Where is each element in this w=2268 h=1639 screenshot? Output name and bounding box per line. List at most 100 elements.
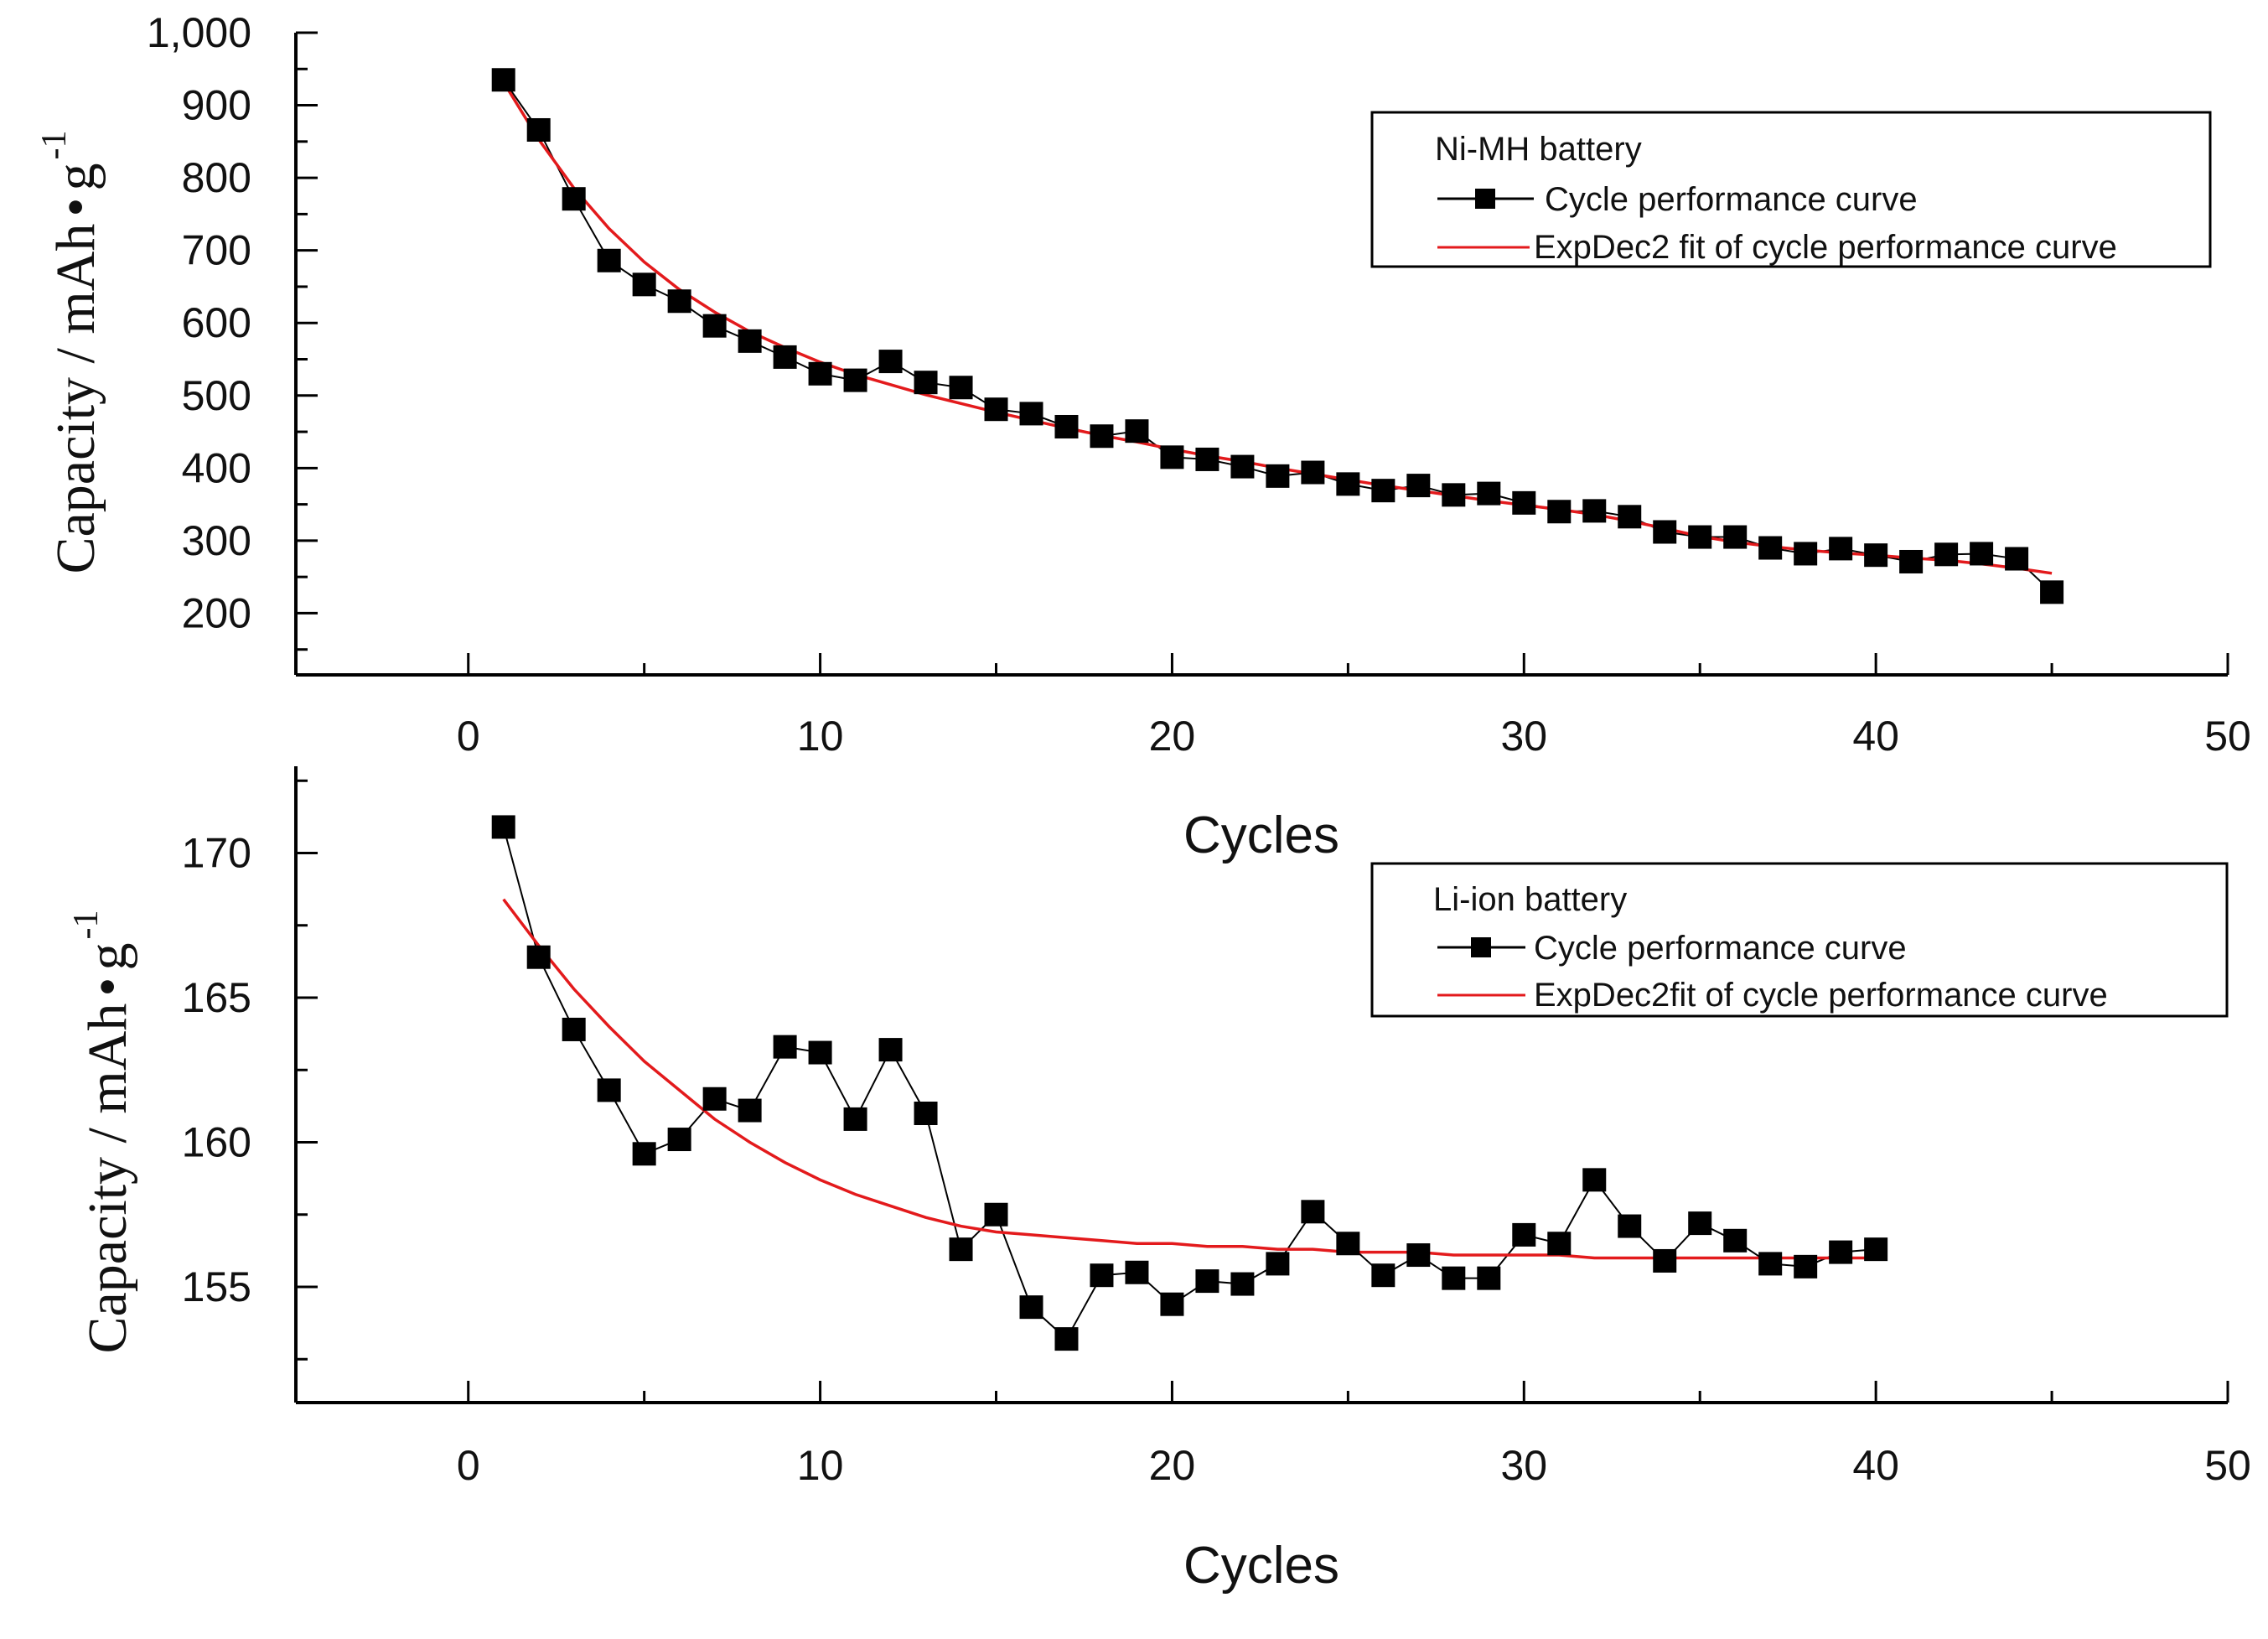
liion-legend-series-label: Cycle performance curve [1534,930,1907,967]
liion-data-point [491,815,515,839]
liion-legend-series-marker [1471,937,1491,957]
nimh-y-tick-label: 1,000 [147,9,251,56]
nimh-data-point [2040,580,2064,604]
nimh-legend-fit-label: ExpDec2 fit of cycle performance curve [1534,229,2117,266]
nimh-data-point [808,361,832,386]
nimh-data-point [1230,454,1255,479]
liion-data-point [1301,1200,1325,1224]
nimh-data-point [1160,445,1184,469]
nimh-data-point [1477,481,1501,506]
liion-data-point [1442,1266,1466,1290]
nimh-data-point [1054,414,1079,438]
liion-data-point [1266,1252,1290,1276]
liion-x-tick-label: 30 [1500,1442,1547,1489]
liion-data-point [773,1035,797,1059]
liion-data-point [1512,1222,1536,1247]
nimh-data-point [667,289,691,314]
liion-data-point [878,1038,903,1062]
liion-y-tick-label: 160 [182,1119,251,1166]
liion-data-point [1653,1248,1677,1273]
nimh-x-tick-label: 0 [457,713,480,760]
liion-data-point [1336,1232,1360,1256]
liion-data-point [1054,1327,1079,1351]
liion-data-point [1829,1240,1853,1264]
nimh-x-tick-label: 10 [797,713,844,760]
nimh-data-point [1794,542,1818,566]
nimh-data-point [1758,536,1783,560]
liion-data-point [1547,1232,1572,1256]
liion-data-point [949,1237,973,1262]
nimh-data-point [773,345,797,369]
nimh-legend-box [1370,111,2212,268]
liion-x-tick-label: 40 [1852,1442,1899,1489]
liion-chart: 0 10 20 30 40 50 155 160 165 170 Cycles Capacity … [67,766,2251,1595]
liion-data-point [1125,1260,1149,1284]
liion-legend-fit-label: ExpDec2fit of cycle performance curve [1534,977,2108,1014]
nimh-y-tick-label: 300 [182,517,251,564]
nimh-data-point [1618,505,1642,529]
nimh-legend: Ni-MH battery Cycle performance curve Ex… [1370,111,2212,268]
nimh-data-point [914,371,938,395]
nimh-y-tick-label: 200 [182,589,251,636]
liion-y-tick-label: 155 [182,1263,251,1310]
liion-x-tick-label: 20 [1149,1442,1196,1489]
nimh-data-point [597,248,621,272]
nimh-y-tick-label: 700 [182,227,251,274]
liion-data-point [1371,1263,1395,1288]
nimh-ticks: 0 10 20 30 40 50 200 300 400 500 600 700 800 900 1,000 [147,9,2251,760]
liion-plot-area [491,815,1888,1351]
liion-fit-curve [502,898,1877,1260]
nimh-y-tick-label: 800 [182,154,251,201]
liion-data-point [526,945,551,969]
nimh-data-point [738,329,762,353]
nimh-y-tick-label: 600 [182,299,251,346]
nimh-y-tick-label: 900 [182,82,251,129]
nimh-data-point [1829,537,1853,561]
nimh-data-point [1125,419,1149,443]
liion-x-tick-label: 10 [797,1442,844,1489]
nimh-x-tick-label: 30 [1500,713,1547,760]
liion-data-point [1758,1252,1783,1276]
nimh-data-point [702,314,727,338]
liion-y-tick-label: 165 [182,974,251,1021]
nimh-data-point [1723,525,1748,549]
nimh-legend-series-label: Cycle performance curve [1545,181,1918,218]
liion-legend: Li-ion battery Cycle performance curve E… [1370,862,2229,1018]
liion-data-point [1864,1237,1888,1262]
nimh-data-point [562,187,586,211]
nimh-y-axis-title: Capacity / mAh•g-1 [35,130,106,573]
liion-x-tick-label: 0 [457,1442,480,1489]
liion-data-point [1090,1263,1114,1288]
nimh-data-point [2005,547,2029,571]
liion-y-tick-label: 170 [182,830,251,877]
nimh-chart: 0 10 20 30 40 50 200 300 400 500 600 700 800 900 1,000… [35,9,2251,864]
nimh-data-point [1090,424,1114,449]
liion-data-point [702,1087,727,1111]
nimh-data-point [1899,549,1924,573]
liion-data-point [597,1078,621,1102]
nimh-data-point [1266,464,1290,488]
nimh-data-point [1406,474,1431,498]
liion-data-point [1582,1168,1607,1192]
liion-data-point [1794,1254,1818,1279]
liion-data-point [1723,1228,1748,1253]
liion-data-point [1406,1243,1431,1268]
nimh-data-point [1371,479,1395,503]
liion-data-point [914,1102,938,1125]
nimh-x-tick-label: 50 [2204,713,2251,760]
nimh-data-point [984,397,1008,422]
nimh-data-point [632,272,656,297]
liion-data-point [1477,1266,1501,1290]
nimh-data-point [1582,499,1607,523]
nimh-data-point [843,368,867,392]
liion-x-axis-title: Cycles [1183,1537,1339,1595]
liion-legend-title: Li-ion battery [1433,881,1627,918]
nimh-data-point [1688,525,1712,549]
nimh-data-point [1512,490,1536,515]
liion-data-point [808,1040,832,1065]
nimh-data-point [1934,542,1959,567]
liion-data-point [1195,1269,1219,1294]
nimh-data-point [1864,543,1888,568]
liion-data-point [843,1107,867,1131]
